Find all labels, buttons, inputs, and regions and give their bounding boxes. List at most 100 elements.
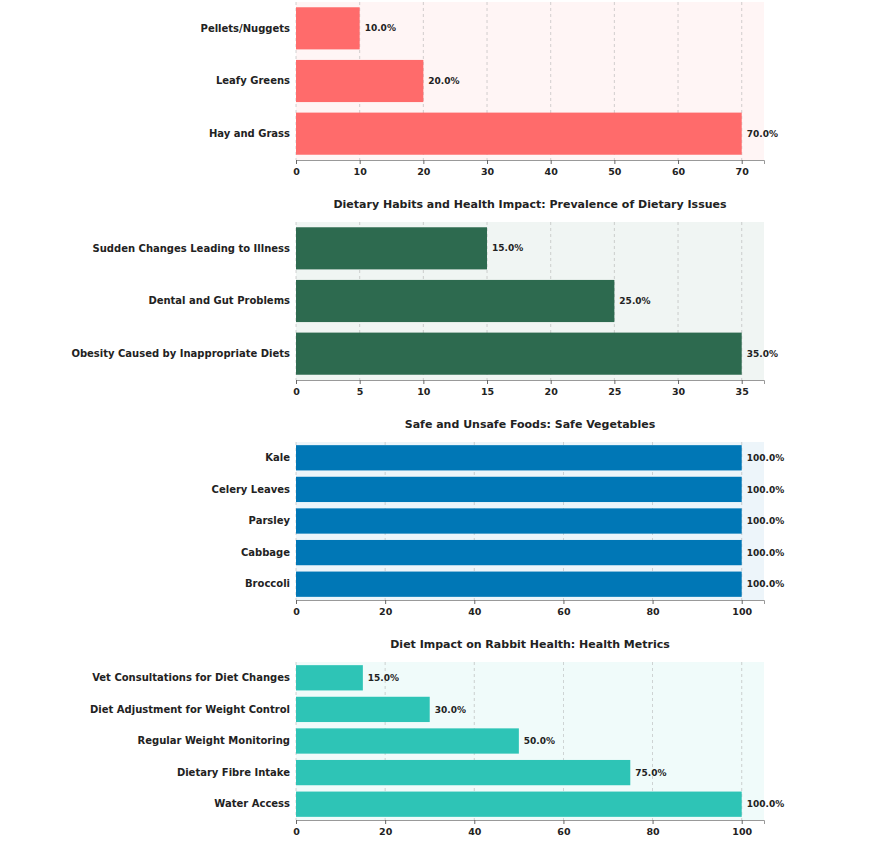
tick: 25 bbox=[608, 380, 621, 397]
tick-label: 40 bbox=[545, 166, 559, 177]
tick-mark bbox=[742, 380, 743, 384]
data-label: 100.0% bbox=[747, 579, 785, 589]
data-label: 20.0% bbox=[428, 76, 459, 86]
tick: 0 bbox=[293, 380, 300, 397]
category-label: Dental and Gut Problems bbox=[148, 295, 290, 306]
tick: 20 bbox=[379, 600, 393, 617]
tick: 100 bbox=[732, 820, 752, 837]
category-label: Kale bbox=[265, 452, 290, 463]
tick-label: 100 bbox=[732, 826, 752, 837]
tick-mark bbox=[678, 380, 679, 384]
data-label: 25.0% bbox=[619, 296, 650, 306]
data-label: 70.0% bbox=[747, 129, 778, 139]
tick: 70 bbox=[736, 160, 750, 177]
tick-mark bbox=[360, 380, 361, 384]
tick: Cabbage bbox=[241, 547, 290, 558]
chart-title: Diet Impact on Rabbit Health: Health Met… bbox=[390, 638, 670, 651]
tick-mark bbox=[296, 160, 297, 164]
bar bbox=[296, 697, 430, 722]
tick-mark bbox=[742, 820, 743, 824]
axis-line bbox=[297, 601, 765, 605]
tick-mark bbox=[474, 820, 475, 824]
bar bbox=[296, 280, 614, 322]
axis-line bbox=[297, 381, 765, 385]
tick-mark bbox=[423, 380, 424, 384]
tick-mark bbox=[653, 820, 654, 824]
y-axis: Pellets/Nuggets Leafy Greens Hay and Grass bbox=[201, 23, 291, 139]
chart-title: Safe and Unsafe Foods: Safe Vegetables bbox=[405, 418, 656, 431]
category-label: Cabbage bbox=[241, 547, 290, 558]
tick-label: 20 bbox=[379, 826, 393, 837]
tick: 5 bbox=[357, 380, 364, 397]
category-label: Parsley bbox=[249, 515, 291, 526]
bar bbox=[296, 760, 630, 785]
panel: 10.0%20.0%70.0%010203040506070Pellets/Nu… bbox=[201, 2, 778, 177]
bars bbox=[296, 445, 742, 597]
data-label: 100.0% bbox=[747, 453, 785, 463]
data-labels: 15.0%25.0%35.0% bbox=[492, 243, 778, 358]
x-axis: 020406080100 bbox=[293, 600, 764, 617]
category-label: Pellets/Nuggets bbox=[201, 23, 291, 34]
grid bbox=[296, 662, 742, 820]
tick: 0 bbox=[293, 600, 300, 617]
grid bbox=[296, 222, 742, 380]
tick: 80 bbox=[646, 820, 660, 837]
tick: 10 bbox=[354, 160, 368, 177]
tick-label: 0 bbox=[293, 826, 300, 837]
tick-label: 35 bbox=[736, 386, 749, 397]
data-labels: 10.0%20.0%70.0% bbox=[365, 23, 778, 138]
category-label: Broccoli bbox=[245, 578, 290, 589]
tick: Leafy Greens bbox=[216, 75, 290, 86]
data-label: 100.0% bbox=[747, 485, 785, 495]
plot-background bbox=[296, 2, 764, 160]
bar bbox=[296, 227, 487, 269]
tick-label: 0 bbox=[293, 606, 300, 617]
tick: 30 bbox=[672, 380, 686, 397]
tick-mark bbox=[678, 160, 679, 164]
bar bbox=[296, 572, 742, 597]
tick: 60 bbox=[672, 160, 686, 177]
category-label: Leafy Greens bbox=[216, 75, 290, 86]
tick: Broccoli bbox=[245, 578, 290, 589]
tick-label: 20 bbox=[417, 166, 431, 177]
tick-label: 80 bbox=[646, 826, 660, 837]
bar bbox=[296, 60, 423, 102]
tick: Sudden Changes Leading to Illness bbox=[93, 243, 291, 254]
tick-mark bbox=[296, 600, 297, 604]
bar bbox=[296, 477, 742, 502]
tick-mark bbox=[296, 820, 297, 824]
tick-label: 10 bbox=[417, 386, 431, 397]
axis-line bbox=[297, 821, 765, 825]
bar bbox=[296, 508, 742, 533]
tick: 50 bbox=[608, 160, 622, 177]
tick-mark bbox=[742, 600, 743, 604]
tick-label: 70 bbox=[736, 166, 750, 177]
category-label: Obesity Caused by Inappropriate Diets bbox=[71, 348, 290, 359]
tick: 100 bbox=[732, 600, 752, 617]
tick-mark bbox=[487, 160, 488, 164]
tick: Parsley bbox=[249, 515, 291, 526]
tick-mark bbox=[296, 380, 297, 384]
tick-label: 50 bbox=[608, 166, 622, 177]
tick-mark bbox=[385, 600, 386, 604]
tick: Hay and Grass bbox=[209, 128, 290, 139]
y-axis: KaleCelery LeavesParsleyCabbageBroccoli bbox=[212, 452, 291, 589]
tick: 20 bbox=[545, 380, 559, 397]
tick-mark bbox=[614, 160, 615, 164]
category-label: Regular Weight Monitoring bbox=[138, 735, 290, 746]
tick-label: 10 bbox=[354, 166, 368, 177]
bar bbox=[296, 7, 360, 49]
tick-label: 100 bbox=[732, 606, 752, 617]
x-axis: 020406080100 bbox=[293, 820, 764, 837]
tick: Dental and Gut Problems bbox=[148, 295, 290, 306]
tick-mark bbox=[423, 160, 424, 164]
tick-label: 20 bbox=[379, 606, 393, 617]
bars bbox=[296, 227, 742, 374]
axis-line bbox=[297, 161, 765, 165]
tick-mark bbox=[653, 600, 654, 604]
tick-mark bbox=[487, 380, 488, 384]
category-label: Hay and Grass bbox=[209, 128, 290, 139]
category-label: Vet Consultations for Diet Changes bbox=[92, 672, 290, 683]
tick-label: 15 bbox=[481, 386, 494, 397]
tick: 0 bbox=[293, 820, 300, 837]
